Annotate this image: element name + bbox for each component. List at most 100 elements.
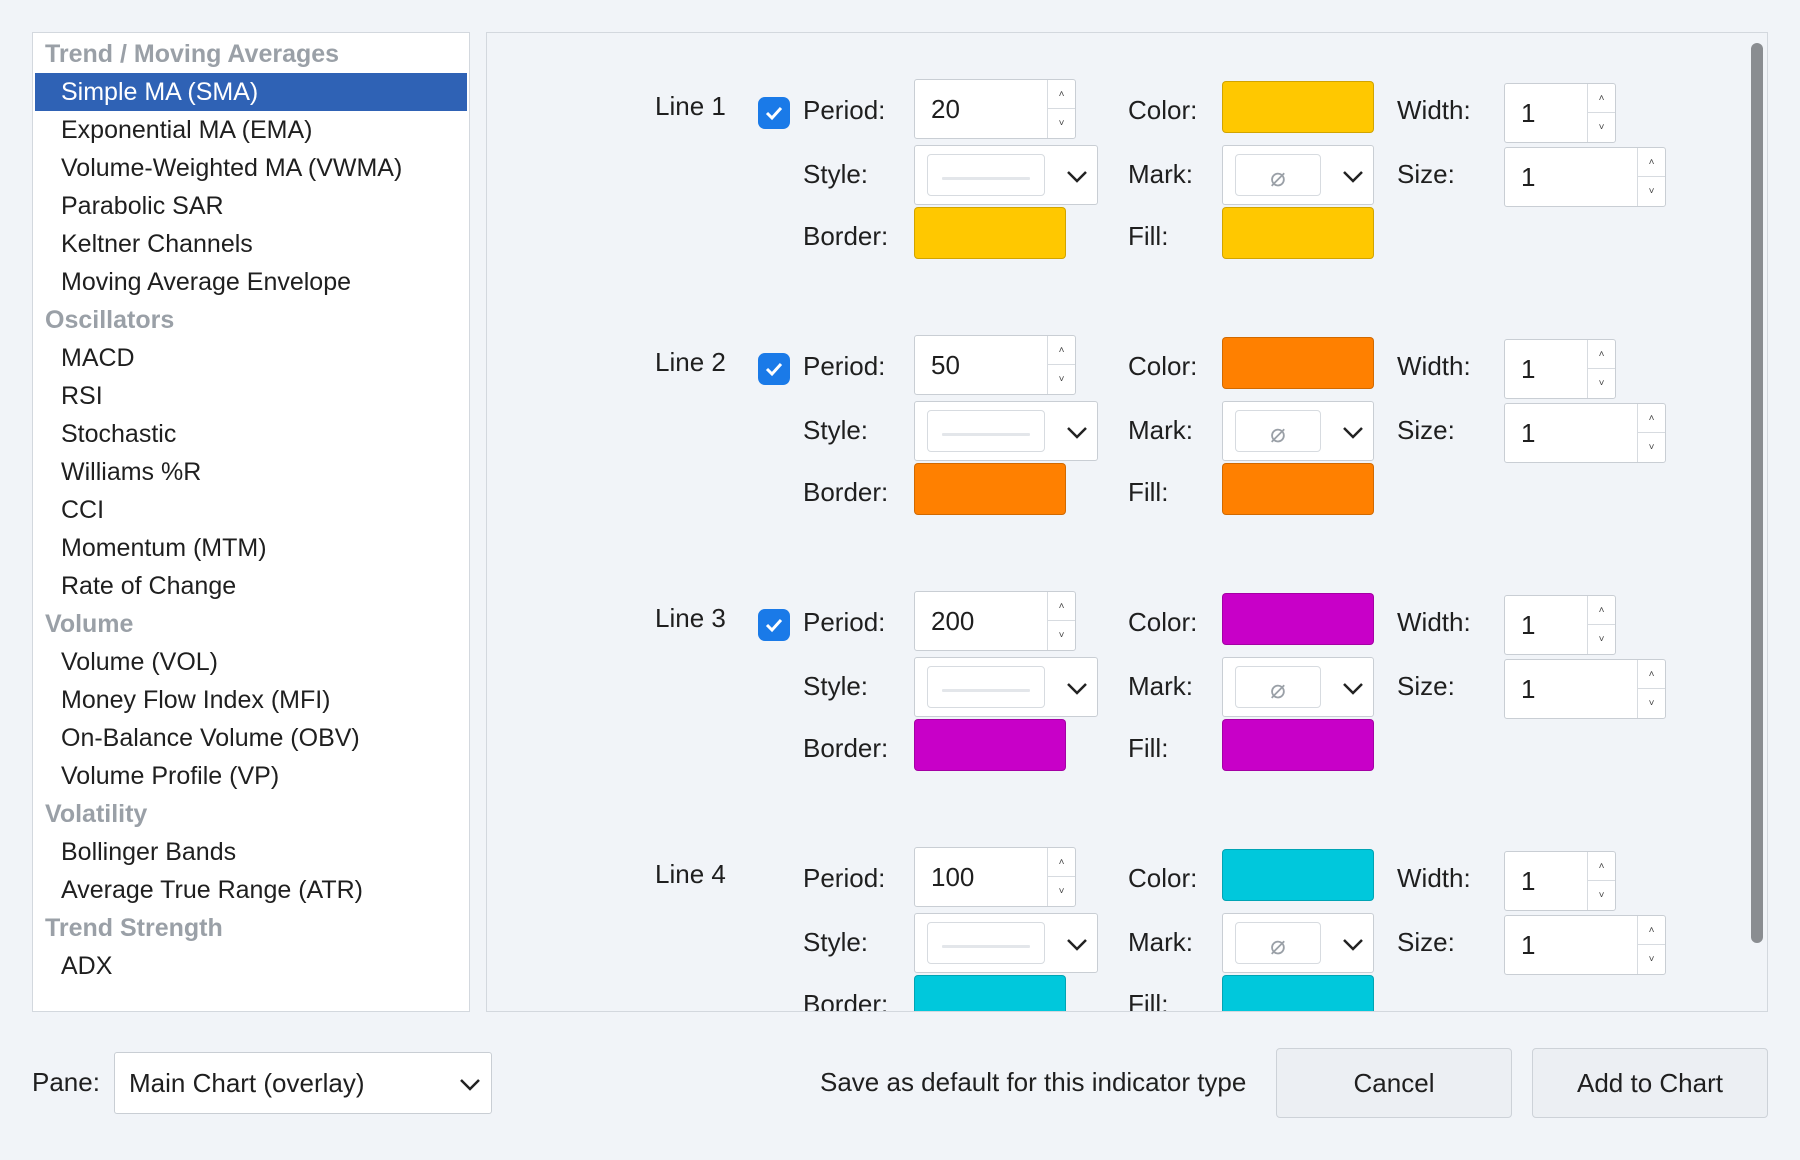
stepper-down-icon[interactable]: ˅	[1598, 890, 1605, 901]
add-to-chart-button[interactable]: Add to Chart	[1532, 1048, 1768, 1118]
size-stepper[interactable]: 1 ˄ ˅	[1504, 915, 1666, 975]
stepper-down-icon[interactable]: ˅	[1058, 630, 1065, 641]
stepper-up-icon[interactable]: ˄	[1588, 340, 1615, 369]
stepper-arrows[interactable]: ˄ ˅	[1587, 596, 1615, 654]
stepper-up-icon[interactable]: ˄	[1638, 404, 1665, 433]
period-stepper[interactable]: 20 ˄ ˅	[914, 79, 1076, 139]
stepper-down-icon[interactable]: ˅	[1058, 118, 1065, 129]
stepper-down-icon[interactable]: ˅	[1648, 954, 1655, 965]
stepper-arrows[interactable]: ˄ ˅	[1637, 916, 1665, 974]
indicator-list-item[interactable]: Simple MA (SMA)	[35, 73, 467, 111]
indicator-list-item[interactable]: Keltner Channels	[61, 230, 253, 258]
indicator-list-item[interactable]: Momentum (MTM)	[61, 534, 267, 562]
stepper-up-icon[interactable]: ˄	[1638, 916, 1665, 945]
indicator-list-item[interactable]: Volume Profile (VP)	[61, 762, 280, 790]
fill-color-swatch[interactable]	[1222, 719, 1374, 771]
stepper-up-icon[interactable]: ˄	[1588, 84, 1615, 113]
size-stepper[interactable]: 1 ˄ ˅	[1504, 403, 1666, 463]
stepper-up-icon[interactable]: ˄	[1588, 596, 1615, 625]
stepper-arrows[interactable]: ˄ ˅	[1637, 404, 1665, 462]
width-stepper[interactable]: 1 ˄ ˅	[1504, 595, 1616, 655]
indicator-list-item[interactable]: Exponential MA (EMA)	[61, 116, 313, 144]
width-stepper[interactable]: 1 ˄ ˅	[1504, 339, 1616, 399]
stepper-arrows[interactable]: ˄ ˅	[1047, 592, 1075, 650]
stepper-up-icon[interactable]: ˄	[1048, 592, 1075, 621]
stepper-down-icon[interactable]: ˅	[1058, 374, 1065, 385]
indicator-list-item[interactable]: Volume-Weighted MA (VWMA)	[61, 154, 403, 182]
mark-select[interactable]: ⌀	[1222, 913, 1374, 973]
fill-color-swatch[interactable]	[1222, 975, 1374, 1011]
border-color-swatch[interactable]	[914, 463, 1066, 515]
stepper-arrows[interactable]: ˄ ˅	[1047, 80, 1075, 138]
stepper-up-icon[interactable]: ˄	[1048, 848, 1075, 877]
indicator-list-item[interactable]: Average True Range (ATR)	[61, 876, 363, 904]
stepper-down-icon[interactable]: ˅	[1648, 698, 1655, 709]
line-color-swatch[interactable]	[1222, 849, 1374, 901]
stepper-arrows[interactable]: ˄ ˅	[1587, 340, 1615, 398]
stepper-arrows[interactable]: ˄ ˅	[1587, 852, 1615, 910]
border-color-swatch[interactable]	[914, 975, 1066, 1011]
stepper-arrows[interactable]: ˄ ˅	[1047, 848, 1075, 906]
indicator-list-item[interactable]: Money Flow Index (MFI)	[61, 686, 331, 714]
line-style-select[interactable]	[914, 657, 1098, 717]
indicator-list-item[interactable]: On-Balance Volume (OBV)	[61, 724, 360, 752]
stepper-down-icon[interactable]: ˅	[1598, 378, 1605, 389]
indicator-list[interactable]: Trend / Moving Averages Simple MA (SMA) Ex…	[32, 32, 470, 1012]
stepper-arrows[interactable]: ˄ ˅	[1637, 660, 1665, 718]
width-stepper[interactable]: 1 ˄ ˅	[1504, 851, 1616, 911]
line-color-swatch[interactable]	[1222, 337, 1374, 389]
stepper-up-icon[interactable]: ˄	[1588, 852, 1615, 881]
fill-color-swatch[interactable]	[1222, 207, 1374, 259]
stepper-arrows[interactable]: ˄ ˅	[1047, 336, 1075, 394]
period-stepper[interactable]: 200 ˄ ˅	[914, 591, 1076, 651]
stepper-up-icon[interactable]: ˄	[1048, 80, 1075, 109]
mark-select[interactable]: ⌀	[1222, 657, 1374, 717]
stepper-up-icon[interactable]: ˄	[1638, 660, 1665, 689]
line-enabled-checkbox[interactable]	[758, 609, 790, 641]
stepper-arrows[interactable]: ˄ ˅	[1637, 148, 1665, 206]
width-label: Width:	[1397, 607, 1471, 637]
indicator-list-item[interactable]: Rate of Change	[61, 572, 237, 600]
indicator-list-item[interactable]: Stochastic	[61, 420, 177, 448]
mark-select[interactable]: ⌀	[1222, 401, 1374, 461]
indicator-list-item[interactable]: CCI	[61, 496, 105, 524]
indicator-list-item[interactable]: ADX	[61, 952, 113, 980]
indicator-list-item[interactable]: Moving Average Envelope	[61, 268, 352, 296]
indicator-list-item[interactable]: Volume (VOL)	[61, 648, 219, 676]
indicator-list-item[interactable]: RSI	[61, 382, 103, 410]
panel-scrollbar[interactable]	[1751, 43, 1763, 943]
period-stepper[interactable]: 50 ˄ ˅	[914, 335, 1076, 395]
stepper-down-icon[interactable]: ˅	[1648, 442, 1655, 453]
stepper-arrows[interactable]: ˄ ˅	[1587, 84, 1615, 142]
width-stepper[interactable]: 1 ˄ ˅	[1504, 83, 1616, 143]
stepper-down-icon[interactable]: ˅	[1598, 634, 1605, 645]
stepper-down-icon[interactable]: ˅	[1598, 122, 1605, 133]
line-color-swatch[interactable]	[1222, 593, 1374, 645]
pane-select[interactable]: Main Chart (overlay)	[114, 1052, 492, 1114]
line-enabled-checkbox[interactable]	[758, 865, 790, 897]
size-stepper[interactable]: 1 ˄ ˅	[1504, 659, 1666, 719]
indicator-list-item[interactable]: MACD	[61, 344, 135, 372]
line-style-select[interactable]	[914, 401, 1098, 461]
cancel-button[interactable]: Cancel	[1276, 1048, 1512, 1118]
line-enabled-checkbox[interactable]	[758, 353, 790, 385]
line-style-select[interactable]	[914, 913, 1098, 973]
fill-color-swatch[interactable]	[1222, 463, 1374, 515]
stepper-up-icon[interactable]: ˄	[1638, 148, 1665, 177]
line-color-swatch[interactable]	[1222, 81, 1374, 133]
indicator-list-item[interactable]: Bollinger Bands	[61, 838, 237, 866]
line-style-select[interactable]	[914, 145, 1098, 205]
stepper-down-icon[interactable]: ˅	[1648, 186, 1655, 197]
size-stepper[interactable]: 1 ˄ ˅	[1504, 147, 1666, 207]
line-enabled-checkbox[interactable]	[758, 97, 790, 129]
stepper-up-icon[interactable]: ˄	[1048, 336, 1075, 365]
border-color-swatch[interactable]	[914, 719, 1066, 771]
indicator-list-item[interactable]: Parabolic SAR	[61, 192, 224, 220]
mark-select[interactable]: ⌀	[1222, 145, 1374, 205]
border-color-swatch[interactable]	[914, 207, 1066, 259]
indicator-list-item[interactable]: Williams %R	[61, 458, 202, 486]
period-stepper[interactable]: 100 ˄ ˅	[914, 847, 1076, 907]
stepper-down-icon[interactable]: ˅	[1058, 886, 1065, 897]
save-default-label[interactable]: Save as default for this indicator type	[820, 1067, 1247, 1097]
list-category-header: Trend / Moving Averages	[45, 40, 340, 68]
